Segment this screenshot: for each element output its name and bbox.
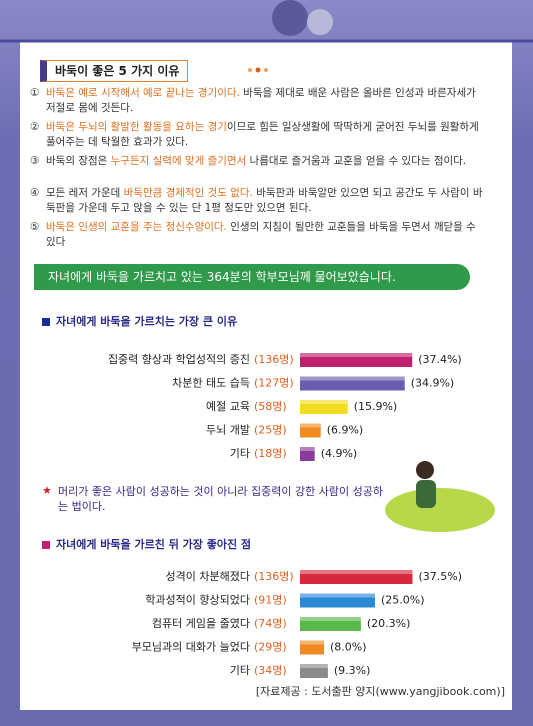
- bar: [300, 447, 315, 461]
- reason-text: 바둑은 예로 시작해서 예로 끝나는 경기이다. 바둑을 제대로 배운 사람은 …: [46, 86, 485, 116]
- value-label: (37.4%): [418, 353, 462, 366]
- bar-shine: [300, 423, 321, 428]
- count-label: (29명): [254, 641, 287, 654]
- value-label: (15.9%): [354, 400, 398, 413]
- reason-highlight: 바둑은 두뇌의 활발한 활동을 요하는 경기: [46, 121, 227, 133]
- reason-text: 모든 레저 가운데 바둑만큼 경제적인 것도 없다. 바둑판과 바둑알만 있으면…: [46, 186, 485, 216]
- reason-highlight: 누구든지 실력에 맞게 즐기면서: [110, 155, 247, 167]
- bar-shine: [300, 353, 413, 357]
- reason-body: 나름대로 즐거움과 교훈을 얻을 수 있다는 점이다.: [246, 155, 467, 167]
- section-header: 바둑이 좋은 5 가지 이유: [40, 60, 189, 82]
- count-label: (74명): [254, 617, 287, 630]
- reason-number: ③: [30, 155, 40, 167]
- count-label: (127명): [254, 377, 294, 390]
- category-label: 성격이 차분해졌다: [166, 569, 250, 583]
- decor-dot: [255, 67, 261, 73]
- source-credit: [자료제공 : 도서출판 양지(www.yangjibook.com)]: [255, 685, 505, 698]
- reason-text: 바둑은 두뇌의 활발한 활동을 요하는 경기이므로 힘든 일상생활에 딱딱하게 …: [46, 120, 485, 150]
- reason-text: 바둑은 인생의 교훈을 주는 정신수양이다. 인생의 지침이 될만한 교훈들을 …: [46, 220, 485, 250]
- bar: [300, 593, 375, 608]
- title-marker: [42, 318, 50, 326]
- illustration-ground: [385, 488, 495, 532]
- decor-dot: [264, 68, 268, 72]
- value-label: (6.9%): [327, 424, 364, 437]
- bar-shine: [300, 447, 315, 451]
- decor-dot: [248, 68, 252, 72]
- category-label: 학과성적이 향상되었다: [145, 594, 250, 607]
- category-label: 기타: [230, 447, 250, 460]
- note-star: ★: [42, 484, 52, 497]
- reason: ② 바둑은 두뇌의 활발한 활동을 요하는 경기이므로 힘든 일상생활에 딱딱하게…: [30, 120, 485, 150]
- reason: ① 바둑은 예로 시작해서 예로 끝나는 경기이다. 바둑을 제대로 배운 사람은…: [30, 86, 485, 116]
- bar: [300, 353, 413, 367]
- reason-text: 바둑의 장점은 누구든지 실력에 맞게 즐기면서 나름대로 즐거움과 교훈을 얻…: [46, 154, 466, 169]
- bar-shine: [300, 593, 375, 598]
- category-label: 집중력 향상과 학업성적의 증진: [108, 353, 250, 366]
- reason-highlight: 바둑은 예로 시작해서 예로 끝나는 경기이다.: [46, 87, 240, 99]
- chart-title: 자녀에게 바둑을 가르치는 가장 큰 이유: [56, 314, 237, 328]
- bar: [300, 640, 324, 655]
- reason: ⑤ 바둑은 인생의 교훈을 주는 정신수양이다. 인생의 지침이 될만한 교훈들을…: [30, 220, 485, 250]
- title-marker: [42, 541, 50, 549]
- bar: [300, 617, 361, 631]
- decor-circle: [272, 0, 308, 36]
- reason: ③ 바둑의 장점은 누구든지 실력에 맞게 즐기면서 나름대로 즐거움과 교훈을 …: [30, 154, 485, 169]
- card: [20, 42, 512, 710]
- count-label: (18명): [254, 447, 287, 460]
- bar-shine: [300, 400, 348, 404]
- decor-circle: [307, 9, 333, 35]
- category-label: 기타: [230, 664, 250, 677]
- value-label: (34.9%): [411, 377, 455, 390]
- count-label: (58명): [254, 400, 287, 413]
- chart-title: 자녀에게 바둑을 가르친 뒤 가장 좋아진 점: [56, 537, 251, 551]
- value-label: (8.0%): [330, 641, 367, 654]
- reason-body: 바둑판과 바둑알만 있으면 되고 공간도 두 사람이 바둑판을 가운데 두고 앉…: [46, 187, 483, 214]
- note: 머리가 좋은 사람이 성공하는 것이 아니라 집중력이 강한 사람이 성공하는 …: [58, 485, 383, 513]
- reason-body: 모든 레저 가운데: [46, 187, 124, 199]
- value-label: (25.0%): [381, 594, 425, 607]
- bar: [300, 423, 321, 438]
- category-label: 차분한 태도 습득: [172, 377, 250, 390]
- value-label: (4.9%): [321, 447, 358, 460]
- bar-shine: [300, 664, 328, 668]
- value-label: (9.3%): [334, 664, 371, 677]
- bar: [300, 400, 348, 414]
- reason-body: 인생의 지침이 될만한 교훈들을 바둑을 두면서 깨닫을 수 있다: [46, 221, 476, 248]
- bar-shine: [300, 617, 361, 621]
- bar-shine: [300, 376, 405, 381]
- bar: [300, 664, 328, 678]
- reason: ④ 모든 레저 가운데 바둑만큼 경제적인 것도 없다. 바둑판과 바둑알만 있으…: [30, 186, 485, 216]
- reason-number: ②: [30, 121, 40, 133]
- illustration-figure: [416, 480, 436, 508]
- count-label: (91명): [254, 594, 287, 607]
- reason-number: ④: [30, 187, 40, 199]
- reason-body: 바둑을 제대로 배운 사람은 올바른 인성과 바른자세가 저절로 몸에 깃든다.: [46, 87, 476, 114]
- count-label: (136명): [254, 570, 294, 583]
- value-label: (20.3%): [367, 617, 411, 630]
- count-label: (25명): [254, 424, 287, 437]
- reason-body: 바둑의 장점은: [46, 155, 111, 167]
- category-label: 부모님과의 대화가 늘었다: [132, 641, 250, 654]
- bar-shine: [300, 640, 324, 645]
- reason-number: ①: [30, 87, 40, 99]
- reason-number: ⑤: [30, 221, 40, 233]
- survey-banner: 자녀에게 바둑을 가르치고 있는 364분의 학부모님께 물어보았습니다.: [34, 264, 470, 290]
- count-label: (136명): [254, 353, 294, 366]
- bar: [300, 376, 405, 391]
- category-label: 컴퓨터 게임을 줄였다: [152, 617, 250, 630]
- reason-highlight: 바둑은 인생의 교훈을 주는 정신수양이다.: [46, 221, 227, 233]
- category-label: 두뇌 개발: [206, 424, 250, 437]
- illustration-figure: [416, 461, 434, 479]
- reason-highlight: 바둑만큼 경제적인 것도 없다.: [123, 187, 253, 199]
- reason-body: 이므로 힘든 일상생활에 딱딱하게 굳어진 두뇌를 원활하게 풀어주는 데 탁월…: [46, 121, 479, 148]
- category-label: 예절 교육: [206, 400, 250, 413]
- bar: [300, 570, 413, 584]
- bar-shine: [300, 570, 413, 574]
- value-label: (37.5%): [419, 570, 463, 583]
- count-label: (34명): [254, 664, 287, 677]
